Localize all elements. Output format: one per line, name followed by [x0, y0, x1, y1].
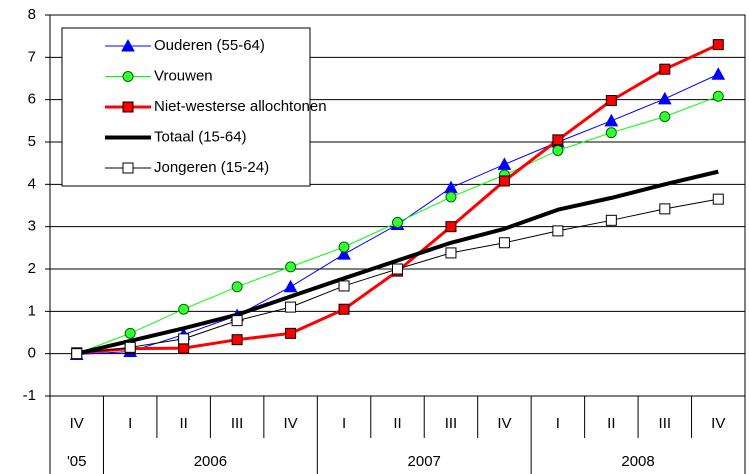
legend-label: Niet-westerse allochtonen: [154, 98, 327, 115]
data-point: [392, 216, 403, 228]
data-point: [338, 280, 350, 292]
data-point: [71, 348, 83, 360]
x-tick-label: II: [607, 415, 615, 432]
data-point: [712, 39, 724, 51]
x-group-label: 2007: [408, 453, 441, 470]
legend-marker: [122, 71, 134, 82]
data-point: [231, 315, 243, 327]
x-tick-label: I: [128, 415, 132, 432]
legend-marker: [121, 38, 135, 52]
data-point: [445, 191, 457, 203]
legend-marker: [122, 101, 134, 113]
plot-border: [49, 14, 746, 397]
data-point: [711, 67, 726, 80]
data-point: [498, 175, 510, 187]
data-point: [659, 111, 671, 123]
data-point: [337, 247, 351, 260]
y-tick-label: 6: [28, 91, 36, 108]
x-tick-label: IV: [711, 415, 725, 432]
data-point: [338, 303, 350, 315]
data-point: [605, 95, 617, 107]
data-point: [283, 279, 298, 293]
x-tick-label: I: [556, 415, 560, 432]
legend-label: Vrouwen: [154, 67, 213, 84]
data-point: [445, 247, 457, 259]
data-point: [552, 225, 564, 237]
x-tick-label: III: [445, 415, 458, 432]
y-tick-label: 4: [28, 175, 36, 192]
y-tick-label: 7: [28, 48, 36, 65]
y-tick-label: 2: [28, 260, 36, 277]
x-group-label: 2006: [194, 453, 227, 470]
y-tick-label: 1: [28, 302, 36, 319]
data-point: [657, 91, 672, 105]
data-point: [712, 193, 724, 205]
data-point: [285, 261, 297, 273]
data-point: [178, 342, 190, 354]
data-point: [124, 341, 136, 353]
data-point: [392, 263, 403, 275]
x-tick-label: I: [342, 415, 346, 432]
legend-box: [61, 27, 311, 187]
y-tick-label: -1: [23, 387, 36, 404]
data-point: [659, 63, 671, 75]
data-point: [498, 237, 510, 249]
x-tick-label: IV: [70, 415, 84, 432]
data-point: [124, 327, 136, 339]
legend: Ouderen (55-64) Vrouwen Niet-westerse allo…: [61, 27, 327, 187]
data-point: [659, 203, 671, 215]
legend-marker: [122, 162, 134, 174]
legend-label: Jongeren (15-24): [154, 159, 269, 176]
data-point: [338, 241, 350, 253]
data-point: [605, 127, 617, 139]
x-tick-label: II: [179, 415, 187, 432]
data-point: [605, 214, 617, 226]
data-point: [497, 157, 512, 170]
data-point: [445, 221, 457, 233]
x-tick-label: II: [393, 415, 401, 432]
x-group-label: '05: [67, 453, 87, 470]
data-point: [552, 144, 564, 156]
data-point: [178, 303, 190, 315]
data-point: [552, 134, 564, 146]
data-point: [231, 334, 243, 346]
data-point: [285, 301, 297, 313]
x-tick-label: IV: [497, 415, 511, 432]
x-tick-label: IV: [283, 415, 297, 432]
x-tick-label: III: [231, 415, 244, 432]
y-tick-label: 8: [28, 6, 36, 23]
y-tick-label: 0: [28, 345, 36, 362]
data-point: [712, 90, 724, 102]
data-point: [231, 281, 243, 293]
x-tick-label: III: [659, 415, 672, 432]
data-point: [444, 180, 458, 194]
data-point: [285, 327, 297, 339]
y-tick-label: 3: [28, 218, 36, 235]
x-group-label: 2008: [621, 453, 654, 470]
data-point: [604, 113, 619, 127]
legend-label: Totaal (15-64): [154, 128, 247, 145]
series-line: [76, 169, 719, 356]
legend-label: Ouderen (55-64): [154, 37, 265, 54]
data-point: [178, 333, 190, 345]
y-tick-label: 5: [28, 133, 36, 150]
